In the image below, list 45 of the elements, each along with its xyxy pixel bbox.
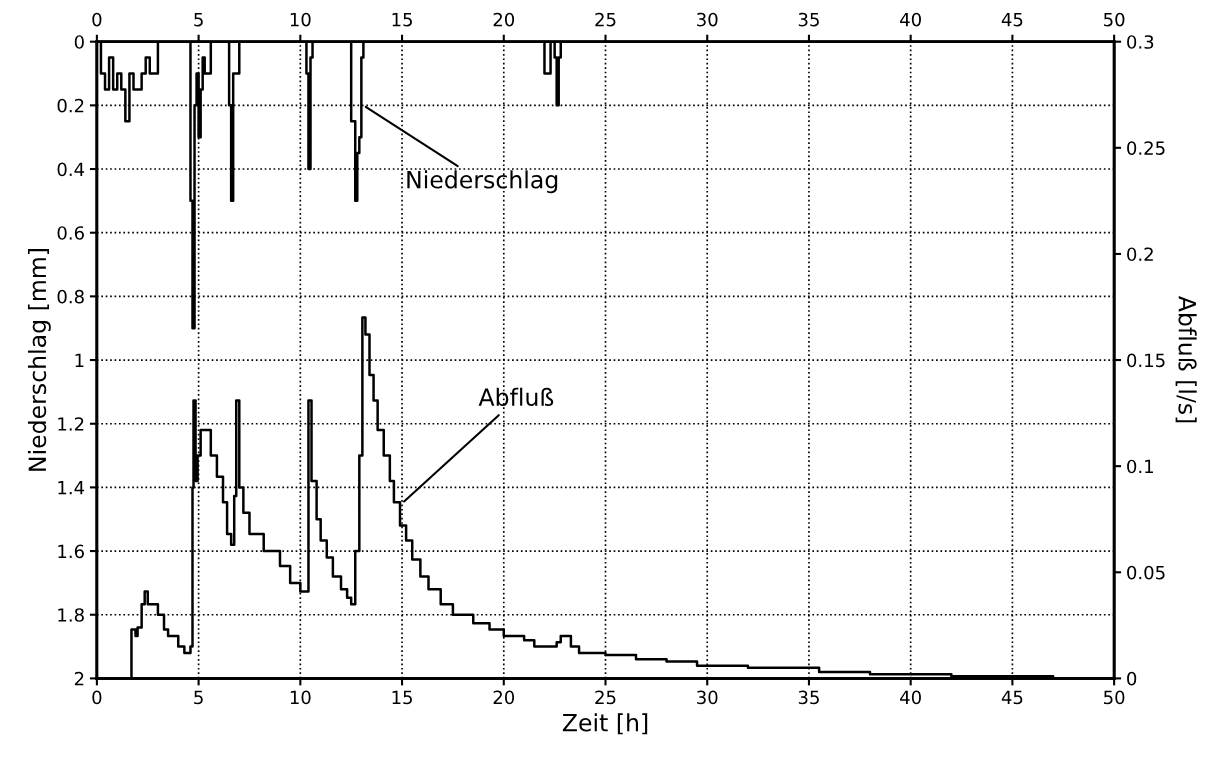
y-tick-label: 0	[74, 35, 84, 49]
x2-tick-label: 45	[1001, 12, 1023, 27]
y-tick-label: 1.6	[58, 544, 84, 559]
y-tick-label: 0.2	[57, 98, 84, 113]
y2-axis-title: Abfluß [l/s]	[1175, 295, 1197, 423]
x-tick-label: 30	[697, 690, 718, 705]
x-tick-label: 50	[1104, 690, 1125, 705]
y-axis-title: Niederschlag [mm]	[27, 249, 51, 471]
x-axis-title: Zeit [h]	[562, 713, 648, 735]
y-tick-label: 1.8	[58, 608, 84, 622]
y2-tick-label: 0	[1127, 671, 1137, 686]
y-tick-label: 1.2	[58, 417, 84, 431]
x-tick-label: 40	[900, 690, 921, 705]
x-tick-label: 35	[798, 690, 819, 705]
y-tick-label: 1	[75, 353, 84, 367]
x2-tick-label: 50	[1104, 12, 1125, 27]
x2-tick-label: 20	[493, 12, 515, 27]
x2-tick-label: 30	[697, 12, 718, 27]
x-tick-label: 10	[290, 690, 311, 705]
y-tick-label: 0.6	[57, 226, 84, 240]
x-tick-label: 15	[392, 690, 412, 705]
x2-tick-label: 15	[392, 12, 412, 27]
y2-tick-label: 0.2	[1127, 247, 1153, 262]
annotation: Abfluß	[478, 387, 554, 406]
x2-tick-label: 40	[900, 12, 921, 27]
x2-tick-label: 5	[194, 12, 203, 27]
y-tick-label: 1.4	[58, 481, 85, 495]
x2-tick-label: 35	[798, 12, 819, 27]
y-tick-label: 0.8	[57, 289, 84, 304]
x2-tick-label: 10	[290, 12, 311, 27]
y2-tick-label: 0.05	[1127, 565, 1165, 580]
x-tick-label: 25	[595, 690, 616, 705]
y-tick-label: 2	[74, 671, 84, 686]
y2-tick-label: 0.15	[1127, 353, 1165, 368]
y2-tick-label: 0.25	[1127, 141, 1165, 155]
x-tick-label: 5	[194, 690, 203, 705]
y2-tick-label: 0.1	[1127, 459, 1153, 474]
annotation: Niederschlag	[407, 170, 558, 194]
x-tick-label: 45	[1001, 690, 1023, 705]
x-tick-label: 20	[493, 690, 515, 705]
x-tick-label: 0	[92, 690, 102, 705]
y2-tick-label: 0.3	[1127, 35, 1154, 49]
y-tick-label: 0.4	[57, 162, 85, 177]
x2-tick-label: 25	[595, 12, 616, 27]
x2-tick-label: 0	[92, 12, 102, 27]
